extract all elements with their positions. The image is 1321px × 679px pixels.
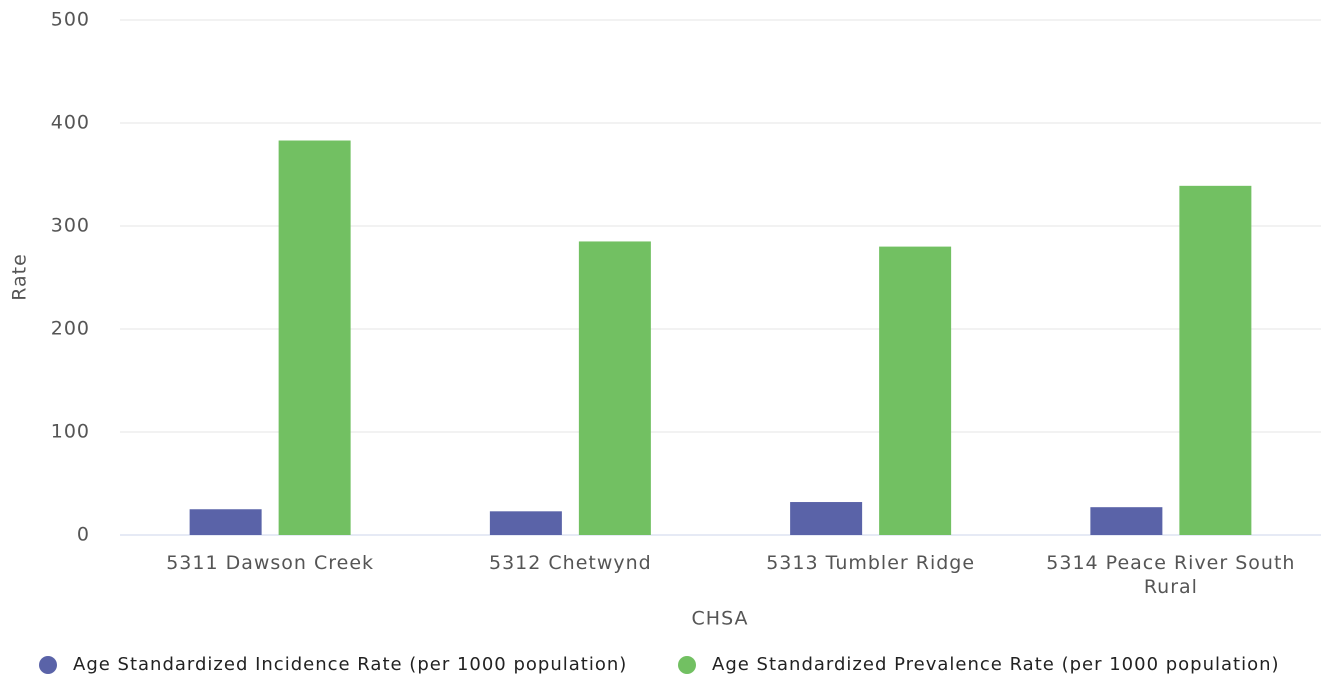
x-tick-label: 5313 Tumbler Ridge (766, 552, 976, 574)
y-tick-label: 200 (51, 318, 90, 340)
bar (1179, 185, 1252, 535)
legend-marker (678, 656, 696, 674)
legend-marker (39, 656, 57, 674)
y-tick-label: 100 (51, 421, 90, 443)
y-tick-label: 300 (51, 215, 90, 237)
bar (1090, 507, 1163, 535)
x-tick-label: 5311 Dawson Creek (166, 552, 375, 574)
bar (790, 502, 863, 535)
legend-label: Age Standardized Incidence Rate (per 100… (73, 654, 627, 675)
bar (879, 246, 952, 535)
x-tick-label: 5314 Peace River South Rural (1046, 552, 1296, 598)
x-axis-title: CHSA (692, 608, 749, 630)
y-tick-label: 400 (51, 112, 90, 134)
bar (278, 140, 351, 535)
bar (489, 511, 562, 535)
x-tick-label: 5312 Chetwynd (489, 552, 652, 574)
bar (189, 509, 262, 535)
y-tick-label: 0 (77, 524, 90, 546)
y-axis-title: Rate (9, 253, 31, 301)
bar (578, 241, 651, 535)
y-tick-label: 500 (51, 9, 90, 31)
legend-label: Age Standardized Prevalence Rate (per 10… (712, 654, 1280, 675)
